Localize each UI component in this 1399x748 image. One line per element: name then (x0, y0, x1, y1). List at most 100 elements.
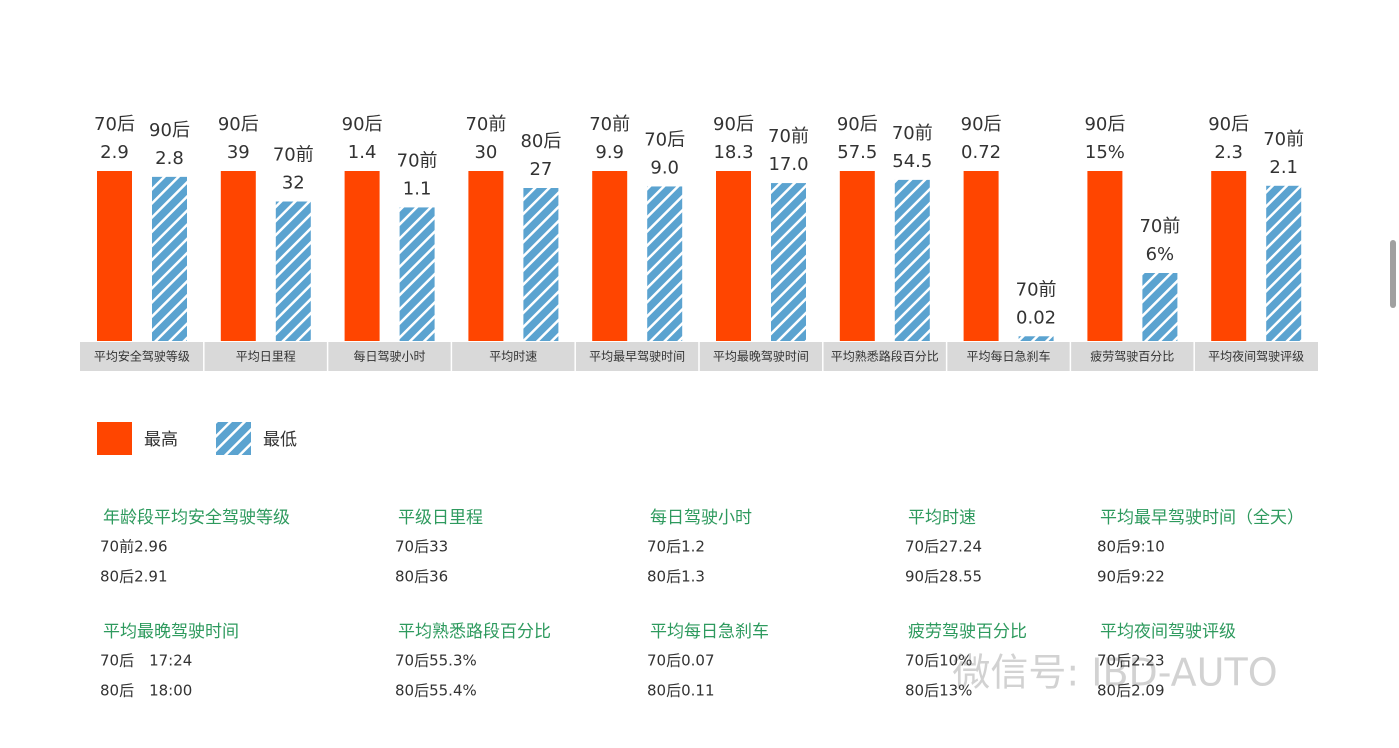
group-label: 70前 (465, 114, 506, 135)
legend-label: 最高 (144, 430, 178, 450)
group-label: 90后 (218, 114, 259, 135)
note-title: 平级日里程 (398, 508, 483, 528)
watermark: 微信号: IBD-AUTO (952, 651, 1277, 695)
value-label: 30 (474, 142, 497, 163)
group-label: 70前 (273, 145, 314, 166)
bar (1266, 185, 1302, 341)
value-label: 57.5 (837, 142, 877, 163)
category-label: 平均最晚驾驶时间 (713, 349, 809, 364)
bar (1211, 171, 1247, 341)
note-title: 平均熟悉路段百分比 (398, 621, 551, 642)
value-label: 17.0 (768, 154, 808, 175)
bar (468, 171, 504, 341)
note-line: 70后0.07 (647, 652, 715, 670)
note-title: 每日驾驶小时 (650, 508, 752, 528)
category-label: 平均日里程 (236, 349, 296, 364)
bar (220, 171, 256, 341)
group-label: 70前 (1263, 129, 1304, 150)
note-title: 疲劳驾驶百分比 (908, 622, 1027, 642)
bar (647, 186, 683, 341)
value-label: 27 (529, 159, 552, 180)
note-line: 70后10% (905, 652, 972, 670)
category-label: 平均最早驾驶时间 (589, 349, 685, 364)
value-label: 15% (1085, 142, 1125, 163)
bar (1018, 336, 1054, 341)
note-title: 年龄段平均安全驾驶等级 (103, 508, 290, 528)
group-label: 70前 (1139, 216, 1180, 237)
value-label: 18.3 (713, 142, 753, 163)
category-label: 平均夜间驾驶评级 (1208, 349, 1304, 364)
legend-swatch (216, 422, 251, 455)
bar (399, 207, 435, 341)
value-label: 1.4 (348, 142, 377, 163)
note-title: 平均时速 (908, 508, 976, 528)
note-title: 平均夜间驾驶评级 (1100, 622, 1236, 642)
note-title: 平均最早驾驶时间（全天） (1100, 508, 1304, 528)
note-line: 90后28.55 (905, 568, 982, 586)
group-label: 70前 (1016, 279, 1057, 300)
bar (963, 171, 999, 341)
group-label: 70前 (892, 123, 933, 144)
group-label: 90后 (961, 114, 1002, 135)
note-line: 80后1.3 (647, 568, 705, 586)
bar (592, 171, 628, 341)
legend-label: 最低 (263, 430, 297, 450)
value-label: 0.72 (961, 142, 1001, 163)
group-label: 90后 (713, 114, 754, 135)
group-label: 70后 (94, 114, 135, 135)
value-label: 39 (227, 142, 250, 163)
bar (344, 171, 380, 341)
note-title: 平均最晚驾驶时间 (103, 622, 239, 642)
note-line: 70后33 (395, 538, 448, 556)
note-line: 80后36 (395, 568, 448, 586)
value-label: 2.9 (100, 142, 129, 163)
value-label: 2.8 (155, 148, 184, 169)
note-line: 70后1.2 (647, 538, 705, 556)
bar (839, 171, 875, 341)
bar (716, 171, 751, 341)
category-label: 平均每日急刹车 (966, 349, 1050, 364)
category-label: 平均熟悉路段百分比 (831, 349, 939, 364)
scrollbar (1390, 240, 1396, 308)
value-label: 0.02 (1016, 307, 1056, 328)
bar (894, 179, 930, 341)
group-label: 70前 (589, 114, 630, 135)
value-label: 2.1 (1269, 157, 1298, 178)
group-label: 90后 (837, 114, 878, 135)
note-line: 70后55.3% (395, 652, 477, 670)
value-label: 1.1 (403, 178, 432, 199)
note-line: 80后 18:00 (100, 682, 192, 700)
bar (523, 188, 559, 341)
category-label: 每日驾驶小时 (353, 349, 425, 364)
group-label: 90后 (149, 120, 190, 141)
group-label: 70后 (644, 129, 685, 150)
note-line: 80后2.09 (1097, 682, 1165, 700)
bar (1087, 171, 1123, 341)
value-label: 54.5 (892, 151, 932, 172)
note-line: 80后13% (905, 682, 972, 700)
note-line: 80后0.11 (647, 682, 715, 700)
group-label: 90后 (1084, 114, 1125, 135)
bar (152, 176, 187, 341)
group-label: 90后 (1208, 114, 1249, 135)
note-line: 80后9:10 (1097, 538, 1165, 556)
value-label: 6% (1146, 244, 1175, 265)
value-label: 9.0 (650, 157, 679, 178)
note-line: 70前2.96 (100, 538, 168, 556)
note-line: 70后 17:24 (100, 652, 192, 670)
value-label: 9.9 (595, 142, 624, 163)
category-label: 疲劳驾驶百分比 (1090, 349, 1174, 364)
note-line: 80后55.4% (395, 682, 477, 700)
group-label: 70前 (768, 126, 809, 147)
category-label: 平均安全驾驶等级 (94, 349, 190, 364)
bar (275, 201, 311, 341)
value-label: 32 (282, 173, 305, 194)
category-label: 平均时速 (489, 350, 537, 364)
bar (1142, 273, 1178, 341)
group-label: 70前 (397, 150, 438, 171)
group-label: 90后 (342, 114, 383, 135)
note-line: 70后27.24 (905, 538, 982, 556)
bar (97, 171, 132, 341)
